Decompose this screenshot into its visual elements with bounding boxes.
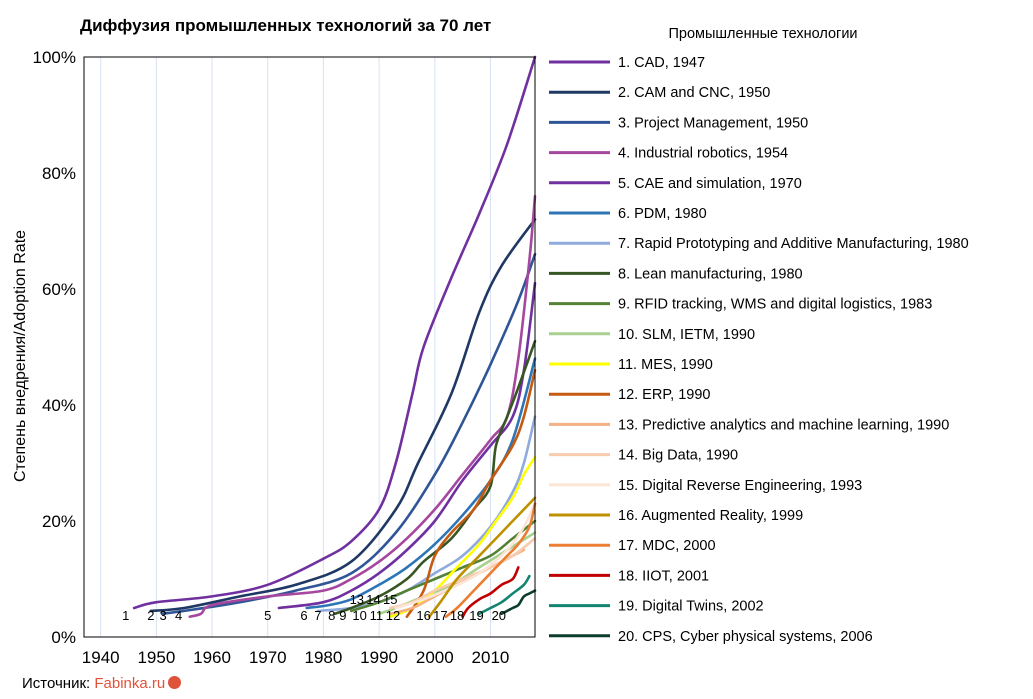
legend-entry-label: 15. Digital Reverse Engineering, 1993 [618, 478, 862, 494]
x-tick-label: 1970 [249, 648, 287, 667]
legend-entry-label: 1. CAD, 1947 [618, 55, 705, 71]
x-tick-label: 1940 [82, 648, 120, 667]
y-tick-label: 60% [42, 280, 76, 299]
legend: 1. CAD, 1947 2. CAM and CNC, 1950 3. Proje… [549, 55, 969, 645]
legend-entry-label: 10. SLM, IETM, 1990 [618, 327, 755, 343]
legend-title: Промышленные технологии [668, 26, 857, 42]
legend-entry-label: 11. MES, 1990 [618, 357, 713, 373]
legend-entry-label: 5. CAE and simulation, 1970 [618, 176, 802, 192]
y-axis-label: Степень внедрения/Adoption Rate [12, 230, 29, 482]
series-start-label: 2 [147, 608, 154, 623]
series-start-label: 14 [366, 592, 380, 607]
x-tick-label: 1960 [193, 648, 231, 667]
legend-entry-label: 8. Lean manufacturing, 1980 [618, 266, 803, 282]
series-line-5 [277, 281, 537, 610]
legend-entry-label: 3. Project Management, 1950 [618, 115, 808, 131]
series-start-label: 17 [433, 608, 447, 623]
y-tick-label: 100% [33, 48, 76, 67]
legend-entry-label: 14. Big Data, 1990 [618, 448, 738, 464]
legend-entry-label: 17. MDC, 2000 [618, 538, 716, 554]
series-start-label: 3 [159, 608, 166, 623]
series-start-label: 4 [175, 608, 182, 623]
series-start-label: 18 [450, 608, 464, 623]
series-line-3 [160, 252, 537, 616]
series-start-label: 20 [492, 608, 506, 623]
series-line-8 [333, 339, 537, 616]
x-tick-label: 1950 [137, 648, 175, 667]
series-line-1 [132, 55, 537, 610]
series-start-label: 6 [300, 608, 307, 623]
series-start-label: 15 [383, 592, 397, 607]
series-line-6 [305, 357, 537, 610]
y-tick-label: 20% [42, 512, 76, 531]
legend-entry-label: 7. Rapid Prototyping and Additive Manufa… [618, 236, 969, 252]
source-link[interactable]: Fabinka.ru [94, 675, 166, 692]
x-tick-label: 2000 [416, 648, 454, 667]
y-tick-label: 80% [42, 164, 76, 183]
series-line-15 [394, 502, 537, 610]
series-lines [132, 55, 537, 618]
series-start-label: 8 [328, 608, 335, 623]
source-prefix: Источник: [22, 675, 95, 692]
series-start-label: 12 [386, 608, 400, 623]
series-start-label: 19 [469, 608, 483, 623]
legend-entry-label: 12. ERP, 1990 [618, 387, 710, 403]
x-tick-label: 1980 [305, 648, 343, 667]
series-start-label: 1 [122, 608, 129, 623]
gridlines [100, 57, 491, 637]
source-credit: Источник: Fabinka.ru [22, 675, 182, 692]
series-start-label: 11 [370, 608, 384, 623]
series-start-label: 10 [352, 608, 366, 623]
legend-entry-label: 4. Industrial robotics, 1954 [618, 146, 788, 162]
series-line-4 [188, 194, 537, 618]
series-line-19 [478, 574, 531, 616]
series-start-label: 5 [264, 608, 271, 623]
fabinka-logo-icon [168, 676, 182, 689]
series-start-label: 16 [416, 608, 430, 623]
chart-title: Диффузия промышленных технологий за 70 л… [80, 16, 491, 35]
series-line-16 [427, 496, 537, 618]
series-line-9 [350, 519, 537, 613]
x-axis-ticks: 1940 1950 1960 1970 1980 1990 2000 2010 [82, 648, 510, 667]
y-tick-label: 0% [51, 628, 76, 647]
x-tick-label: 2010 [472, 648, 510, 667]
series-line-12 [405, 368, 537, 618]
y-axis-ticks: 0% 20% 40% 60% 80% 100% [33, 48, 76, 647]
series-start-label: 7 [314, 608, 321, 623]
series-line-18 [461, 566, 520, 618]
legend-entry-label: 20. CPS, Cyber physical systems, 2006 [618, 629, 873, 645]
legend-entry-label: 13. Predictive analytics and machine lea… [618, 417, 949, 433]
legend-entry-label: 19. Digital Twins, 2002 [618, 599, 764, 615]
x-tick-label: 1990 [360, 648, 398, 667]
series-line-2 [149, 218, 537, 613]
series-line-17 [444, 502, 537, 618]
legend-entry-label: 9. RFID tracking, WMS and digital logist… [618, 297, 932, 313]
legend-entry-label: 18. IIOT, 2001 [618, 568, 709, 584]
series-line-20 [500, 589, 537, 616]
legend-entry-label: 6. PDM, 1980 [618, 206, 707, 222]
series-start-label: 13 [350, 592, 364, 607]
series-start-label: 9 [339, 608, 346, 623]
legend-entry-label: 16. Augmented Reality, 1999 [618, 508, 803, 524]
legend-entry-label: 2. CAM and CNC, 1950 [618, 85, 770, 101]
y-tick-label: 40% [42, 396, 76, 415]
plot-area-frame [83, 56, 536, 638]
